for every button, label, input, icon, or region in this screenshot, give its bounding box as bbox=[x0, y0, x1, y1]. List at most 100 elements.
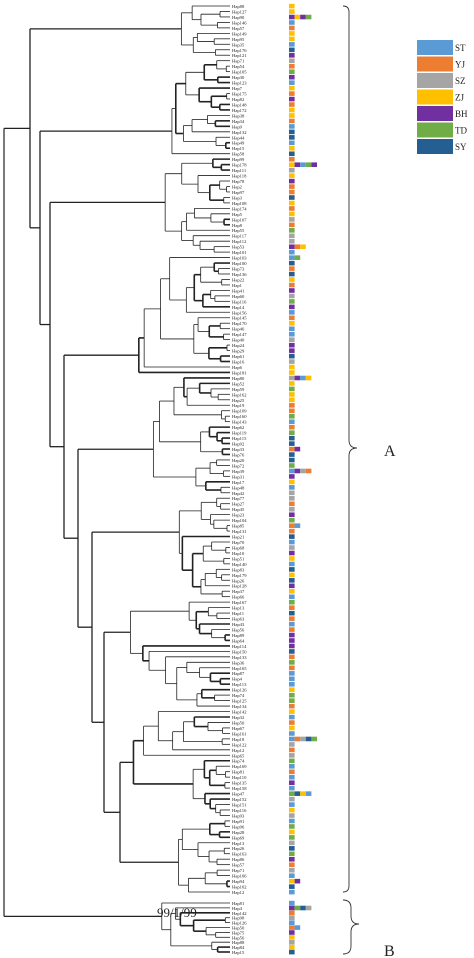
tip-label: Hap35 bbox=[232, 42, 245, 47]
haplotype-bar-segment bbox=[289, 96, 295, 102]
haplotype-bar-segment bbox=[289, 698, 295, 703]
tip-label: Hap94 bbox=[232, 879, 245, 884]
tip-label: Hap37 bbox=[232, 589, 245, 594]
haplotype-bar-segment bbox=[289, 25, 295, 31]
haplotype-bar-segment bbox=[289, 736, 295, 742]
tip-label: Hap142 bbox=[232, 710, 247, 715]
haplotype-bar-segment bbox=[289, 424, 295, 430]
haplotype-bar-segment bbox=[294, 736, 301, 742]
tip-label: Hap42 bbox=[232, 491, 245, 496]
tip-label: Hap31 bbox=[232, 474, 245, 479]
haplotype-bar-segment bbox=[289, 807, 295, 813]
tip-label: Hap47 bbox=[232, 792, 245, 797]
haplotype-bar-segment bbox=[289, 687, 295, 693]
tip-label: Hap36 bbox=[232, 660, 245, 665]
haplotype-bar-segment bbox=[289, 162, 295, 168]
haplotype-bar-segment bbox=[289, 846, 295, 851]
tip-label: Hap181 bbox=[232, 370, 247, 375]
haplotype-bar-segment bbox=[289, 408, 295, 414]
tip-label: Hap128 bbox=[232, 584, 247, 589]
tip-label: Hap151 bbox=[232, 802, 247, 807]
haplotype-bar-segment bbox=[289, 930, 295, 935]
tip-labels: Hap88Hap127Hap90Hap146Hap57Hap149Hap95Ha… bbox=[232, 4, 247, 955]
haplotype-bar-segment bbox=[300, 791, 306, 796]
tip-label: Hap32 bbox=[232, 715, 245, 720]
tip-label: Hap172 bbox=[232, 108, 247, 113]
haplotype-bar-segment bbox=[289, 348, 295, 353]
tip-label: Hap126 bbox=[232, 921, 247, 926]
tip-label: Hap4 bbox=[232, 906, 243, 911]
tip-label: Hap119 bbox=[232, 431, 247, 436]
tip-label: Hap26 bbox=[232, 578, 245, 583]
legend-label-sz: SZ bbox=[455, 76, 466, 86]
haplotype-bar-segment bbox=[289, 102, 295, 107]
haplotype-bar-segment bbox=[289, 359, 295, 364]
haplotype-bar-segment bbox=[289, 140, 295, 146]
haplotype-bar-segment bbox=[289, 758, 295, 764]
haplotype-bar-segment bbox=[289, 446, 295, 452]
haplotype-bar-segment bbox=[289, 386, 295, 392]
tip-label: Hap93 bbox=[232, 813, 245, 818]
haplotype-bar-segment bbox=[300, 736, 306, 742]
haplotype-bar-segment bbox=[289, 873, 295, 878]
haplotype-bar-segment bbox=[289, 660, 295, 665]
haplotype-bar-segment bbox=[289, 413, 295, 419]
tip-label: Hap66 bbox=[232, 595, 245, 600]
haplotype-bar-segment bbox=[289, 610, 295, 616]
haplotype-bar-segment bbox=[305, 162, 312, 168]
haplotype-bar-segment bbox=[289, 381, 295, 386]
haplotype-bar-segment bbox=[289, 392, 295, 397]
tip-label: Hap112 bbox=[232, 239, 247, 244]
tip-label: Hap68 bbox=[232, 545, 245, 550]
tip-label: Hap56 bbox=[232, 627, 245, 632]
haplotype-bar-segment bbox=[294, 905, 301, 911]
haplotype-bar-segment bbox=[289, 578, 295, 583]
haplotype-bar-segment bbox=[289, 299, 295, 304]
haplotype-bar-segment bbox=[289, 452, 295, 457]
haplotype-bar-segment bbox=[289, 616, 295, 621]
haplotype-bar-segment bbox=[289, 654, 295, 660]
tip-label: Hap178 bbox=[232, 163, 247, 168]
tip-label: Hap113 bbox=[232, 682, 247, 687]
tip-label: Hap54 bbox=[232, 64, 245, 69]
tip-label: Hap104 bbox=[232, 518, 247, 523]
legend-swatch-yj bbox=[417, 56, 453, 72]
tip-label: Hap50 bbox=[232, 720, 245, 725]
tip-label: Hap46 bbox=[232, 327, 245, 332]
clade-a-bracket bbox=[342, 5, 358, 893]
haplotype-bar-segment bbox=[289, 364, 295, 370]
tip-label: Hap116 bbox=[232, 808, 247, 813]
tip-label: Hap152 bbox=[232, 797, 247, 802]
tip-label: Hap110 bbox=[232, 775, 247, 780]
haplotype-bar-segment bbox=[289, 3, 295, 9]
tip-label: Hap43 bbox=[232, 622, 245, 627]
haplotype-bar-segment bbox=[289, 113, 295, 118]
haplotype-bar-segment bbox=[289, 271, 295, 277]
haplotype-bar-segment bbox=[289, 419, 295, 425]
haplotype-bar-segment bbox=[289, 884, 295, 889]
haplotype-bar-segment bbox=[289, 293, 295, 299]
tip-label: Hap34 bbox=[232, 119, 245, 124]
haplotype-bar-segment bbox=[289, 649, 295, 654]
haplotype-bar-segment bbox=[289, 468, 295, 474]
haplotype-bar-segment bbox=[289, 835, 295, 840]
haplotype-bar-segment bbox=[289, 151, 295, 157]
tip-label: Hap148 bbox=[232, 102, 247, 107]
tip-label: Hap89 bbox=[232, 633, 245, 638]
tip-label: Hap140 bbox=[232, 562, 247, 567]
haplotype-bar-segment bbox=[289, 671, 295, 676]
tip-label: Hap90 bbox=[232, 15, 245, 20]
haplotype-bar-segment bbox=[294, 14, 301, 20]
haplotype-bar-segment bbox=[289, 14, 295, 20]
tip-label: Hap84 bbox=[232, 945, 245, 950]
haplotype-bar-segment bbox=[289, 796, 295, 802]
haplotype-bar-segment bbox=[289, 935, 295, 940]
tip-label: Hap179 bbox=[232, 573, 247, 578]
haplotype-bar-segment bbox=[289, 353, 295, 359]
legend-label-sy: SY bbox=[455, 142, 467, 152]
population-legend: ST YJ SZ ZJ BH TD SY bbox=[417, 40, 468, 154]
haplotype-bar-segment bbox=[289, 474, 295, 479]
haplotype-bar-segment bbox=[289, 189, 295, 195]
haplotype-bar-segment bbox=[300, 244, 306, 250]
tip-label: Hap106 bbox=[232, 874, 247, 879]
